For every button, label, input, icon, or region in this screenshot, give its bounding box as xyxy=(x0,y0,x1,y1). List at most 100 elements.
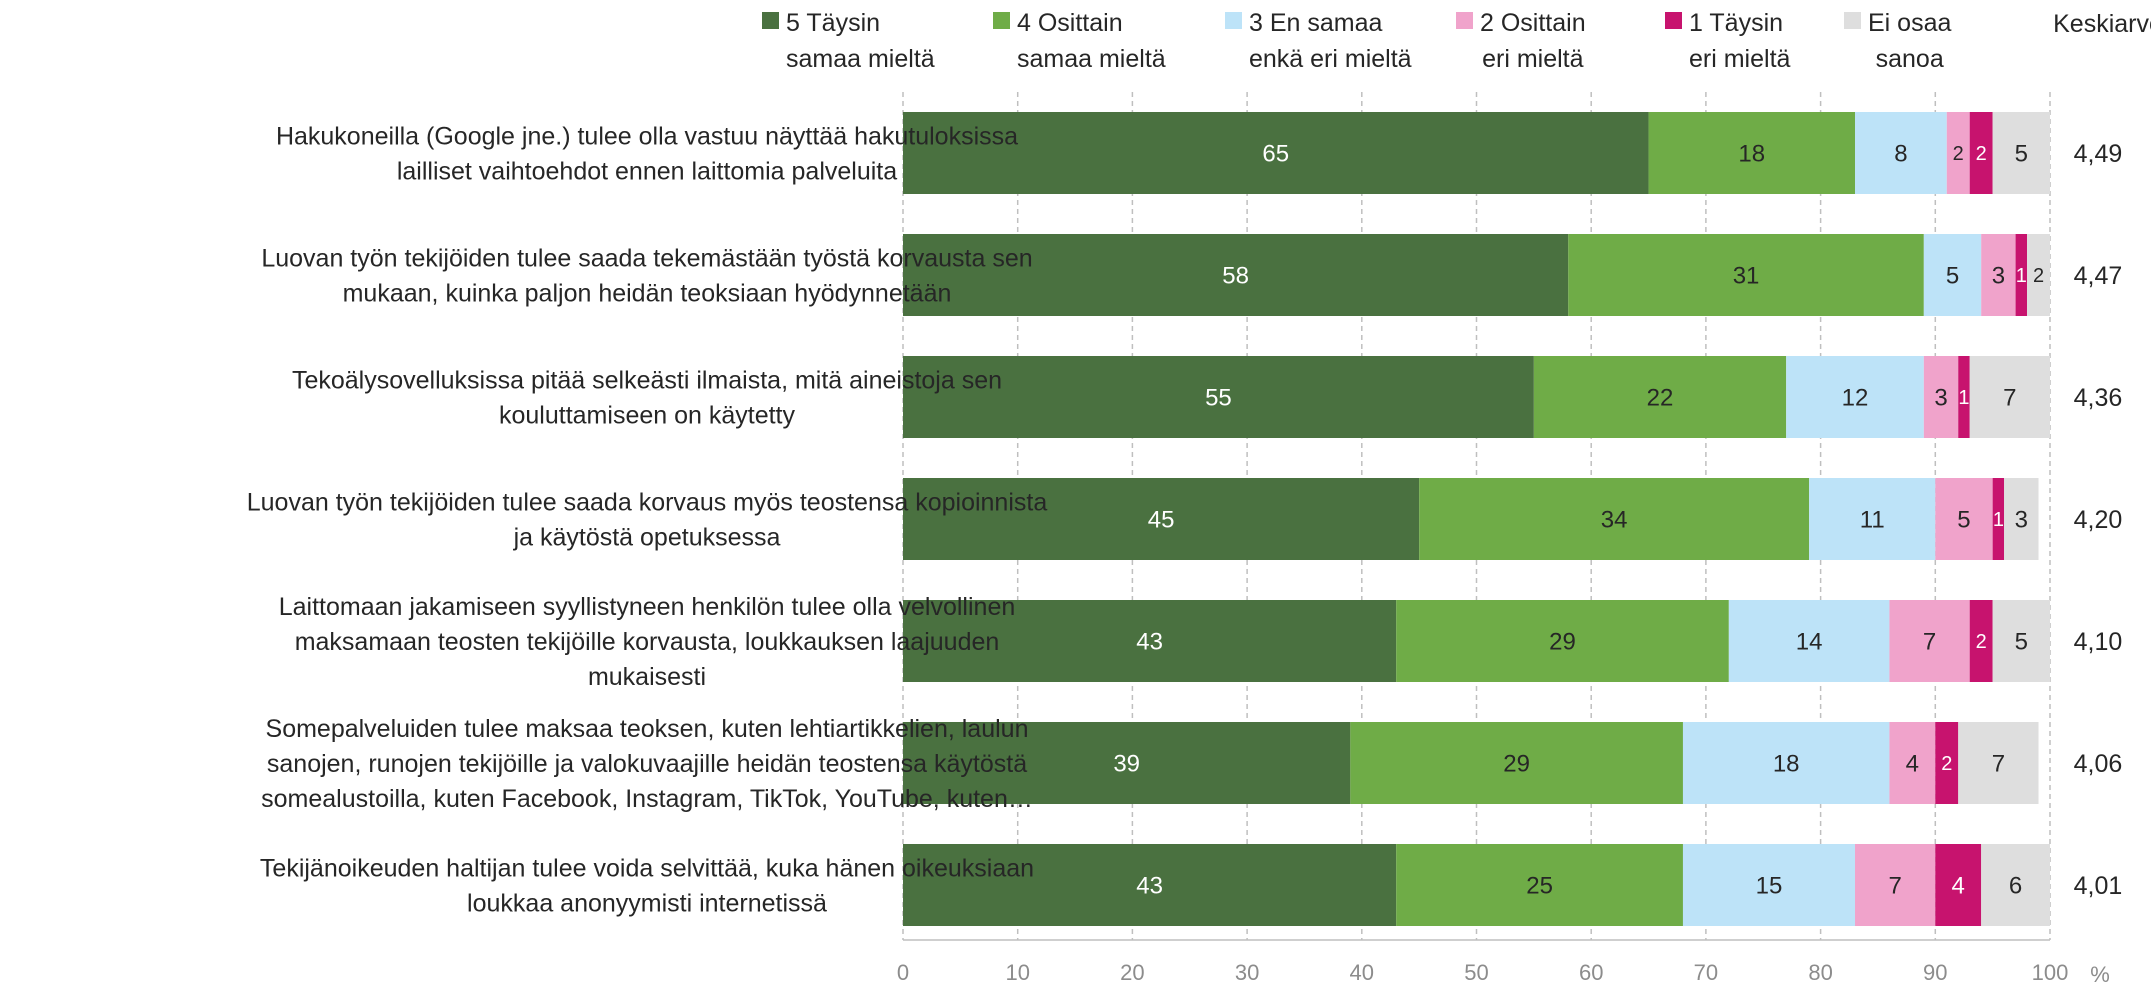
data-label-row2-series6: 2 xyxy=(2033,265,2044,287)
data-label-row1-series3: 8 xyxy=(1894,141,1907,168)
bar-row2-series4 xyxy=(1981,234,2016,316)
bar-row5-series4 xyxy=(1889,600,1970,682)
bar-row1-series5 xyxy=(1969,112,1993,194)
legend-label-1-line1: 5 Täysin xyxy=(786,9,880,37)
x-tick-label-80: 80 xyxy=(1808,960,1832,985)
x-tick-label-10: 10 xyxy=(1005,960,1029,985)
category-label-row2-line1: Luovan työn tekijöiden tulee saada tekem… xyxy=(261,245,1032,273)
category-label-row1-line2: lailliset vaihtoehdot ennen laittomia pa… xyxy=(397,158,897,186)
bar-row4-series2 xyxy=(1419,478,1810,560)
data-label-row3-series1: 55 xyxy=(1205,385,1232,412)
mean-header: Keskiarvo xyxy=(2053,10,2151,38)
data-label-row1-series4: 2 xyxy=(1953,143,1964,165)
x-axis-unit: % xyxy=(2090,962,2110,987)
bar-row6-series2 xyxy=(1350,722,1683,804)
category-label-row5-line2: maksamaan teosten tekijöille korvausta, … xyxy=(295,628,1000,656)
mean-value-row1: 4,49 xyxy=(2074,140,2123,168)
bar-row6-series3 xyxy=(1682,722,1890,804)
bar-row6-series4 xyxy=(1889,722,1936,804)
data-label-row4-series3: 11 xyxy=(1860,507,1885,534)
category-label-row6-line2: sanojen, runojen tekijöille ja valokuvaa… xyxy=(267,750,1027,778)
bar-row7-series2 xyxy=(1396,844,1683,926)
data-label-row6-series5: 2 xyxy=(1941,753,1952,775)
data-label-row7-series2: 25 xyxy=(1526,873,1553,900)
bar-row1-series2 xyxy=(1648,112,1856,194)
data-label-row5-series1: 43 xyxy=(1136,629,1163,656)
legend-label-2-line1: 4 Osittain xyxy=(1017,9,1123,37)
data-label-row4-series2: 34 xyxy=(1601,507,1628,534)
category-label-row6-line1: Somepalveluiden tulee maksaa teoksen, ku… xyxy=(266,715,1029,743)
category-label-row2-line2: mukaan, kuinka paljon heidän teoksiaan h… xyxy=(343,280,952,308)
data-label-row5-series5: 2 xyxy=(1976,631,1987,653)
bar-row4-series6 xyxy=(2004,478,2039,560)
legend-label-4-line1: 2 Osittain xyxy=(1480,9,1586,37)
mean-value-row7: 4,01 xyxy=(2074,872,2123,900)
legend-swatch-5 xyxy=(1665,12,1682,29)
bar-row7-series6 xyxy=(1981,844,2050,926)
mean-value-row4: 4,20 xyxy=(2074,506,2123,534)
bar-row2-series3 xyxy=(1923,234,1982,316)
legend-label-3-line1: 3 En samaa xyxy=(1249,9,1383,37)
x-tick-label-90: 90 xyxy=(1923,960,1947,985)
bar-row4-series3 xyxy=(1809,478,1936,560)
bar-row3-series5 xyxy=(1958,356,1970,438)
data-label-row5-series2: 29 xyxy=(1549,629,1576,656)
category-label-row6-line3: somealustoilla, kuten Facebook, Instagra… xyxy=(261,785,1033,813)
bar-row7-series5 xyxy=(1935,844,1982,926)
bar-row4-series4 xyxy=(1935,478,1993,560)
bar-row5-series3 xyxy=(1728,600,1890,682)
bar-row1-series3 xyxy=(1855,112,1947,194)
legend-swatch-3 xyxy=(1225,12,1242,29)
bar-row7-series1 xyxy=(903,844,1397,926)
bar-row6-series1 xyxy=(903,722,1351,804)
data-label-row3-series5: 1 xyxy=(1958,387,1969,409)
legend-item-2: 4 Osittain samaa mieltä xyxy=(993,9,1166,73)
data-label-row7-series3: 15 xyxy=(1756,873,1783,900)
bar-row6-series5 xyxy=(1935,722,1959,804)
x-tick-label-50: 50 xyxy=(1464,960,1488,985)
bar-row5-series1 xyxy=(903,600,1397,682)
data-label-row7-series5: 4 xyxy=(1952,873,1965,900)
data-label-row2-series4: 3 xyxy=(1992,263,2005,290)
bar-row1-series4 xyxy=(1946,112,1970,194)
legend-item-5: 1 Täysin eri mieltä xyxy=(1665,9,1791,73)
bar-row1-series6 xyxy=(1992,112,2050,194)
bar-row3-series4 xyxy=(1923,356,1959,438)
bar-row1-series1 xyxy=(903,112,1649,194)
data-label-row6-series3: 18 xyxy=(1773,751,1800,778)
legend-item-6: Ei osaa sanoa xyxy=(1844,9,1951,73)
bar-row7-series3 xyxy=(1682,844,1856,926)
mean-value-row3: 4,36 xyxy=(2074,384,2123,412)
legend-swatch-1 xyxy=(762,12,779,29)
bars: 65 18 8 2 2 558 31 5 3 1 255 22 12 3 1 745 34 11 5 1 343 29 14… xyxy=(903,112,2050,926)
mean-values: Keskiarvo 4,49 4,47 4,36 4,20 4,10 4,06 4,01 xyxy=(2053,10,2151,900)
category-label-row5-line1: Laittomaan jakamiseen syyllistyneen henk… xyxy=(279,593,1016,621)
data-label-row5-series3: 14 xyxy=(1796,629,1823,656)
bar-row2-series5 xyxy=(2015,234,2028,316)
data-label-row4-series4: 5 xyxy=(1957,507,1970,534)
x-tick-label-0: 0 xyxy=(897,960,909,985)
data-label-row3-series4: 3 xyxy=(1934,385,1947,412)
bar-row3-series2 xyxy=(1533,356,1787,438)
legend-label-5-line1: 1 Täysin xyxy=(1689,9,1783,37)
bar-row5-series2 xyxy=(1396,600,1729,682)
data-label-row1-series2: 18 xyxy=(1738,141,1765,168)
data-label-row7-series4: 7 xyxy=(1888,873,1901,900)
x-tick-label-20: 20 xyxy=(1120,960,1144,985)
data-label-row5-series6: 5 xyxy=(2015,629,2028,656)
category-label-row7-line2: loukkaa anonyymisti internetissä xyxy=(467,890,827,918)
data-label-row6-series4: 4 xyxy=(1906,751,1919,778)
bar-row2-series6 xyxy=(2027,234,2050,316)
legend-label-2-line2: samaa mieltä xyxy=(1017,45,1166,73)
legend-label-3-line2: enkä eri mieltä xyxy=(1249,45,1412,73)
x-tick-label-60: 60 xyxy=(1579,960,1603,985)
category-label-row4-line1: Luovan työn tekijöiden tulee saada korva… xyxy=(247,489,1048,517)
mean-value-row5: 4,10 xyxy=(2074,628,2123,656)
category-labels: Hakukoneilla (Google jne.) tulee olla va… xyxy=(247,123,1048,918)
data-label-row2-series5: 1 xyxy=(2016,265,2027,287)
category-label-row3-line2: kouluttamiseen on käytetty xyxy=(499,402,795,430)
bar-row7-series4 xyxy=(1855,844,1936,926)
category-label-row7-line1: Tekijänoikeuden haltijan tulee voida sel… xyxy=(260,855,1034,883)
